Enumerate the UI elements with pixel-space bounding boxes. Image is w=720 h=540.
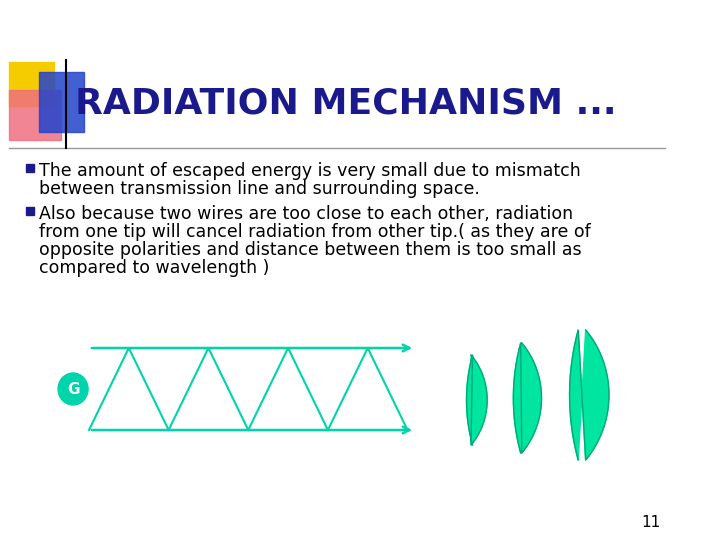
Text: compared to wavelength ): compared to wavelength ) [40, 259, 270, 277]
Bar [26, 164, 34, 172]
Bar [9, 90, 61, 140]
Text: G: G [67, 381, 79, 396]
Circle shape [58, 373, 88, 405]
Polygon shape [467, 355, 487, 445]
Bar [9, 62, 54, 106]
Text: The amount of escaped energy is very small due to mismatch: The amount of escaped energy is very sma… [40, 162, 581, 180]
Bar [26, 207, 34, 215]
Text: from one tip will cancel radiation from other tip.( as they are of: from one tip will cancel radiation from … [40, 223, 591, 241]
Text: Also because two wires are too close to each other, radiation: Also because two wires are too close to … [40, 205, 573, 223]
Polygon shape [570, 330, 609, 460]
Text: RADIATION MECHANISM ...: RADIATION MECHANISM ... [75, 86, 616, 120]
Text: opposite polarities and distance between them is too small as: opposite polarities and distance between… [40, 241, 582, 259]
Bar [40, 72, 84, 132]
Text: 11: 11 [642, 515, 660, 530]
Polygon shape [513, 343, 541, 453]
Text: between transmission line and surrounding space.: between transmission line and surroundin… [40, 180, 480, 198]
